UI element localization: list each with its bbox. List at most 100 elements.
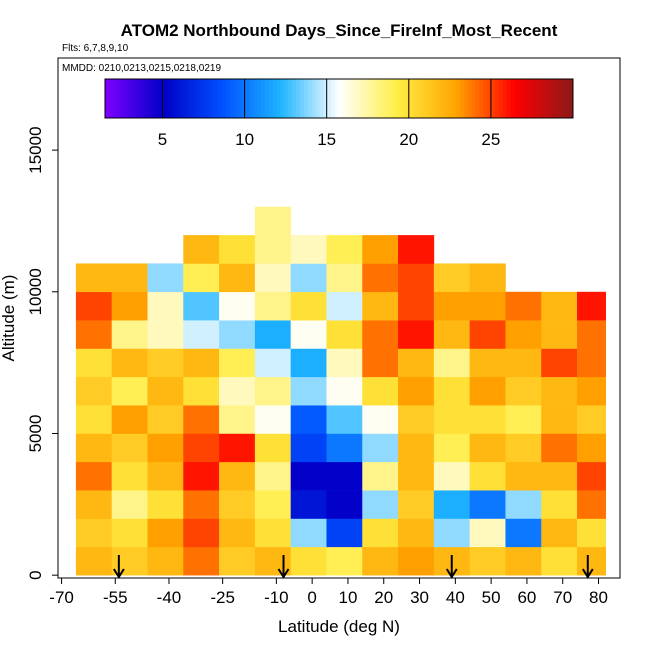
heat-cell bbox=[75, 461, 112, 491]
colorbar-step bbox=[502, 79, 508, 118]
heat-cell bbox=[219, 376, 256, 406]
colorbar-step bbox=[557, 79, 562, 118]
colorbar-step bbox=[413, 79, 418, 118]
colorbar-step bbox=[140, 79, 145, 118]
colorbar-step bbox=[358, 79, 363, 118]
heat-cell bbox=[577, 320, 606, 349]
colorbar-step bbox=[315, 79, 320, 118]
colorbar-step bbox=[424, 79, 430, 118]
heat-cell bbox=[541, 433, 578, 463]
heat-cell bbox=[469, 490, 506, 519]
heat-cell bbox=[147, 546, 184, 576]
colorbar-step bbox=[319, 79, 324, 118]
colorbar-step bbox=[151, 79, 157, 118]
heat-cell bbox=[362, 376, 399, 406]
colorbar-step bbox=[237, 79, 242, 118]
heat-cell bbox=[469, 320, 506, 349]
colorbar-step bbox=[186, 79, 192, 118]
heat-cell bbox=[433, 320, 470, 349]
heat-cell bbox=[469, 263, 506, 293]
heat-cell bbox=[326, 546, 363, 576]
heat-cell bbox=[111, 263, 148, 293]
y-tick-label: 5000 bbox=[26, 415, 45, 453]
x-tick-label: -70 bbox=[49, 588, 74, 607]
heat-cell bbox=[469, 376, 506, 406]
x-tick-label: 10 bbox=[338, 588, 357, 607]
heat-cell bbox=[541, 376, 578, 406]
heat-cell bbox=[219, 405, 256, 434]
heat-cell bbox=[75, 490, 112, 519]
colorbar-step bbox=[163, 79, 168, 118]
colorbar-step bbox=[428, 79, 434, 118]
colorbar-step bbox=[108, 79, 114, 118]
colorbar-step bbox=[381, 79, 387, 118]
colorbar-step bbox=[374, 79, 379, 118]
x-tick-label: 20 bbox=[374, 588, 393, 607]
heat-cell bbox=[254, 291, 291, 321]
heat-cell bbox=[505, 461, 542, 491]
heat-cell bbox=[75, 405, 112, 434]
colorbar-step bbox=[284, 79, 289, 118]
heat-cell bbox=[541, 348, 578, 378]
heat-cell bbox=[398, 348, 435, 378]
colorbar-step bbox=[128, 79, 133, 118]
x-tick-label: 80 bbox=[589, 588, 608, 607]
heat-cell bbox=[183, 490, 220, 519]
heat-cell bbox=[577, 405, 606, 434]
heat-cell bbox=[505, 490, 542, 519]
heat-cell bbox=[219, 490, 256, 519]
heat-cell bbox=[398, 433, 435, 463]
heat-cell bbox=[326, 490, 363, 519]
heat-cell bbox=[183, 405, 220, 434]
heat-cell bbox=[469, 348, 506, 378]
heat-cell bbox=[577, 376, 606, 406]
heat-cell bbox=[505, 376, 542, 406]
heat-cell bbox=[505, 348, 542, 378]
colorbar-step bbox=[147, 79, 153, 118]
flight-arrow-head bbox=[445, 568, 458, 579]
colorbar-tick-label: 25 bbox=[481, 130, 500, 149]
heat-cell bbox=[326, 263, 363, 293]
heat-cell bbox=[183, 518, 220, 548]
colorbar-step bbox=[268, 79, 274, 118]
heat-cell bbox=[254, 348, 291, 378]
colorbar-step bbox=[276, 79, 281, 118]
colorbar-step bbox=[409, 79, 414, 118]
heat-cell bbox=[398, 518, 435, 548]
heat-cell bbox=[254, 405, 291, 434]
heat-cell bbox=[75, 376, 112, 406]
heat-cell bbox=[111, 518, 148, 548]
heat-cell bbox=[219, 461, 256, 491]
heat-cell bbox=[254, 490, 291, 519]
colorbar-step bbox=[225, 79, 231, 118]
colorbar-step bbox=[537, 79, 543, 118]
heat-cell bbox=[541, 546, 578, 576]
heat-cell bbox=[290, 320, 327, 349]
heat-cell bbox=[398, 546, 435, 576]
colorbar-step bbox=[179, 79, 184, 118]
colorbar-step bbox=[210, 79, 215, 118]
colorbar-step bbox=[518, 79, 523, 118]
colorbar-step bbox=[565, 79, 570, 118]
heat-cell bbox=[183, 263, 220, 293]
colorbar-step bbox=[132, 79, 137, 118]
colorbar-step bbox=[249, 79, 254, 118]
heat-cell bbox=[362, 320, 399, 349]
colorbar-step bbox=[335, 79, 340, 118]
heat-cell bbox=[541, 320, 578, 349]
heat-cell bbox=[219, 263, 256, 293]
heat-cell bbox=[433, 461, 470, 491]
colorbar-step bbox=[167, 79, 172, 118]
heat-cell bbox=[505, 405, 542, 434]
heat-cell bbox=[147, 376, 184, 406]
heat-cell bbox=[290, 433, 327, 463]
colorbar-step bbox=[452, 79, 457, 118]
colorbar-step bbox=[483, 79, 488, 118]
colorbar-step bbox=[522, 79, 527, 118]
colorbar-step bbox=[105, 79, 110, 118]
heat-cell bbox=[290, 405, 327, 434]
colorbar-step bbox=[155, 79, 161, 118]
colorbar-step bbox=[261, 79, 266, 118]
colorbar-step bbox=[214, 79, 219, 118]
heat-cell bbox=[290, 518, 327, 548]
